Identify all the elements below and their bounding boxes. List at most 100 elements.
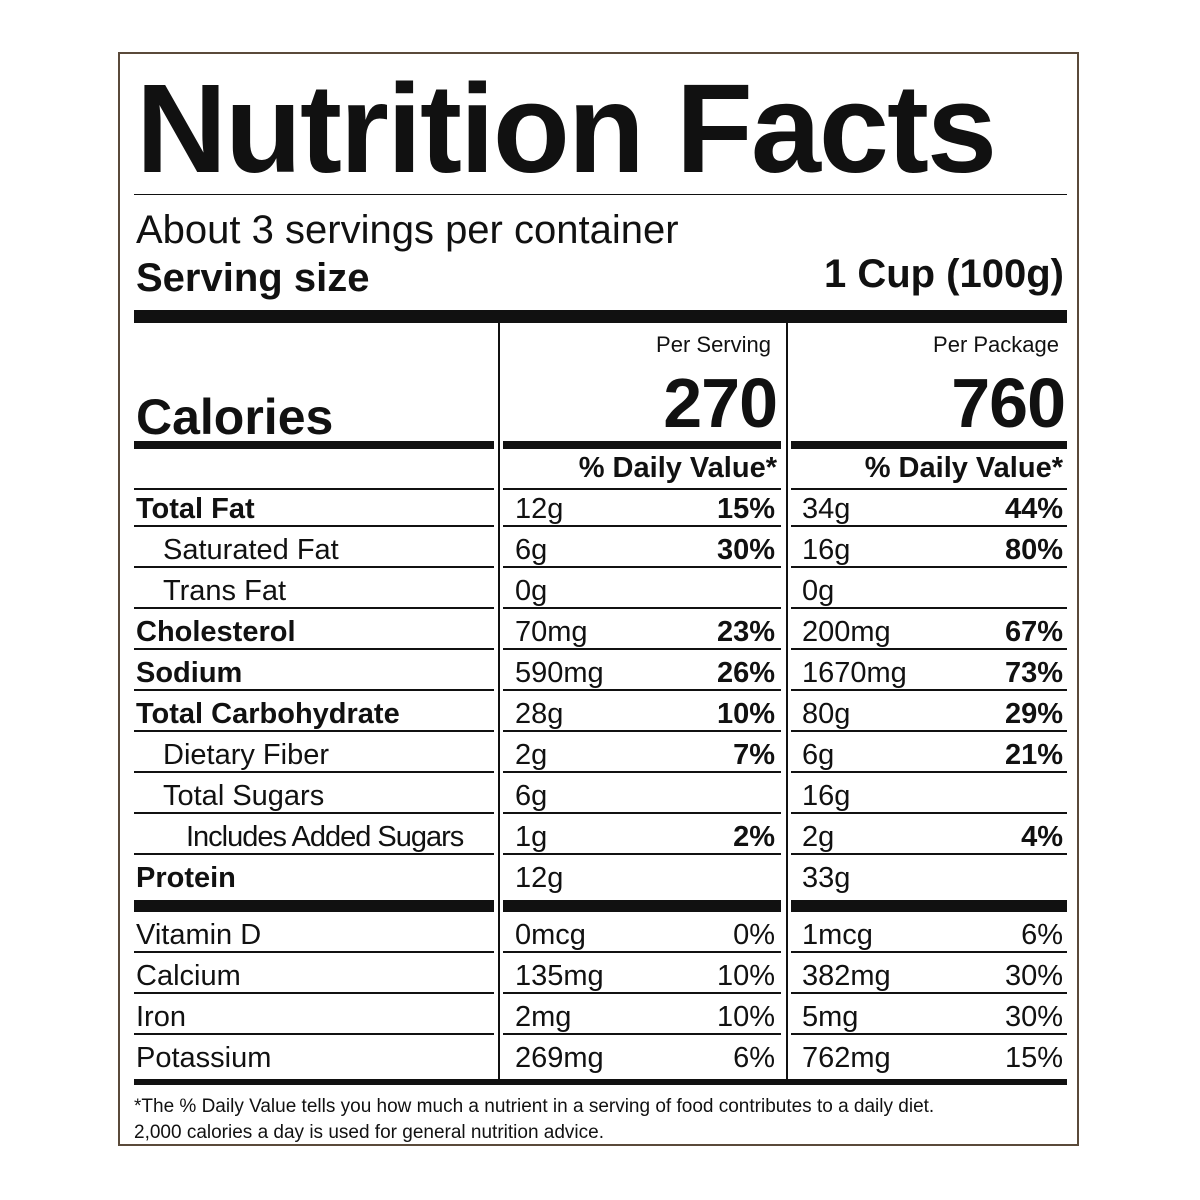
row-divider — [791, 525, 1067, 527]
servings-per-container: About 3 servings per container — [136, 208, 679, 252]
row-divider — [503, 992, 781, 994]
nutrient-name: Vitamin D — [136, 919, 262, 951]
column-divider-2 — [786, 323, 788, 1081]
serving-amount: 0mcg — [515, 919, 586, 951]
row-divider — [134, 689, 494, 691]
nutrient-name: Saturated Fat — [163, 534, 339, 566]
row-divider — [503, 730, 781, 732]
serving-amount: 269mg — [515, 1042, 604, 1074]
serving-daily-value: 10% — [716, 960, 775, 992]
row-divider — [134, 607, 494, 609]
package-daily-value: 6% — [1021, 919, 1063, 951]
package-amount: 16g — [802, 534, 851, 566]
nutrient-name: Total Sugars — [163, 780, 325, 812]
serving-amount: 2g — [515, 739, 548, 771]
package-amount: 200mg — [802, 616, 891, 648]
calories-bar-label — [134, 441, 494, 449]
row-divider — [134, 648, 494, 650]
nutrient-name: Potassium — [136, 1042, 272, 1074]
package-daily-value: 73% — [1004, 657, 1063, 689]
serving-amount: 135mg — [515, 960, 604, 992]
row-divider — [134, 812, 494, 814]
package-daily-value: 67% — [1004, 616, 1063, 648]
footnote-line-2: 2,000 calories a day is used for general… — [134, 1122, 604, 1143]
serving-amount: 12g — [515, 862, 564, 894]
row-divider — [503, 525, 781, 527]
row-divider — [134, 771, 494, 773]
serving-amount: 2mg — [515, 1001, 572, 1033]
calories-bar-serving — [503, 441, 781, 449]
daily-value-header-serving: % Daily Value* — [578, 452, 777, 484]
row-divider — [134, 853, 494, 855]
package-amount: 382mg — [802, 960, 891, 992]
calories-per-package: 760 — [951, 364, 1066, 442]
nutrition-facts-label: Nutrition Facts About 3 servings per con… — [118, 52, 1079, 1146]
per-package-header: Per Package — [933, 332, 1059, 357]
package-amount: 762mg — [802, 1042, 891, 1074]
serving-amount: 0g — [515, 575, 548, 607]
row-divider — [791, 992, 1067, 994]
row-divider — [134, 488, 494, 490]
row-divider — [791, 853, 1067, 855]
row-divider — [134, 730, 494, 732]
serving-amount: 6g — [515, 780, 548, 812]
nutrient-name: Sodium — [136, 657, 243, 689]
package-amount: 33g — [802, 862, 851, 894]
row-divider — [503, 689, 781, 691]
row-divider — [791, 488, 1067, 490]
protein-bar-label — [134, 900, 494, 912]
row-divider — [791, 648, 1067, 650]
calories-per-serving: 270 — [663, 364, 778, 442]
package-daily-value: 15% — [1004, 1042, 1063, 1074]
row-divider — [503, 771, 781, 773]
package-daily-value: 30% — [1004, 960, 1063, 992]
serving-daily-value: 7% — [733, 739, 775, 771]
per-serving-header: Per Serving — [656, 332, 771, 357]
package-daily-value: 21% — [1004, 739, 1063, 771]
serving-amount: 28g — [515, 698, 564, 730]
nutrient-name: Iron — [136, 1001, 186, 1033]
row-divider — [134, 525, 494, 527]
package-daily-value: 30% — [1004, 1001, 1063, 1033]
row-divider — [503, 566, 781, 568]
package-amount: 6g — [802, 739, 835, 771]
row-divider — [791, 1033, 1067, 1035]
row-divider — [791, 771, 1067, 773]
footnote-line-1: *The % Daily Value tells you how much a … — [134, 1096, 935, 1117]
serving-daily-value: 6% — [733, 1042, 775, 1074]
row-divider — [791, 730, 1067, 732]
serving-daily-value: 10% — [716, 698, 775, 730]
package-amount: 34g — [802, 493, 851, 525]
protein-bar-serving — [503, 900, 781, 912]
row-divider — [503, 488, 781, 490]
thick-divider-top — [134, 310, 1067, 323]
serving-daily-value: 0% — [733, 919, 775, 951]
daily-value-header-package: % Daily Value* — [864, 452, 1063, 484]
row-divider — [791, 607, 1067, 609]
serving-daily-value: 30% — [716, 534, 775, 566]
calories-label: Calories — [136, 389, 334, 445]
title-divider — [134, 194, 1067, 195]
row-divider — [503, 812, 781, 814]
serving-amount: 70mg — [515, 616, 588, 648]
thick-divider-bottom — [134, 1079, 1067, 1085]
row-divider — [503, 1033, 781, 1035]
package-amount: 80g — [802, 698, 851, 730]
package-daily-value: 4% — [1021, 821, 1063, 853]
serving-daily-value: 23% — [716, 616, 775, 648]
row-divider — [791, 566, 1067, 568]
serving-size-value: 1 Cup (100g) — [823, 252, 1064, 296]
row-divider — [791, 951, 1067, 953]
package-daily-value: 44% — [1004, 493, 1063, 525]
serving-size-label: Serving size — [136, 256, 370, 300]
nutrient-name: Protein — [136, 862, 236, 894]
row-divider — [503, 853, 781, 855]
package-amount: 5mg — [802, 1001, 859, 1033]
label-title: Nutrition Facts — [136, 58, 997, 199]
column-divider-1 — [498, 323, 500, 1081]
serving-amount: 1g — [515, 821, 548, 853]
nutrient-name: Cholesterol — [136, 616, 296, 648]
row-divider — [503, 951, 781, 953]
serving-amount: 6g — [515, 534, 548, 566]
serving-daily-value: 26% — [716, 657, 775, 689]
